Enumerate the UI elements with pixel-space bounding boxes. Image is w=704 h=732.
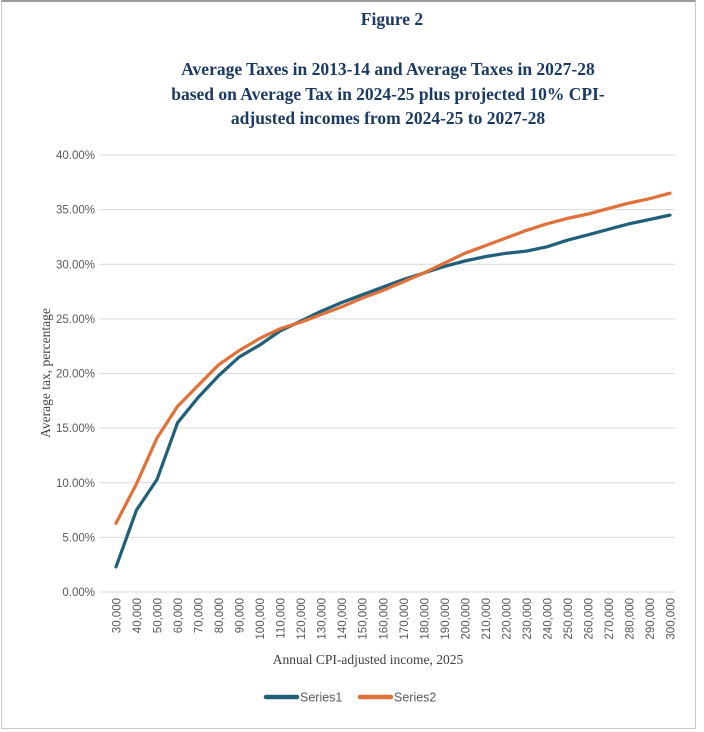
- x-tick-label: 50,000: [153, 598, 165, 633]
- x-tick-label: 190,000: [440, 598, 452, 640]
- chart-title-line-2: based on Average Tax in 2024-25 plus pro…: [171, 83, 605, 104]
- y-tick-label: 15.00%: [56, 423, 95, 435]
- y-tick-label: 20.00%: [56, 369, 95, 381]
- x-tick-label: 40,000: [132, 598, 144, 633]
- x-tick-label: 300,000: [666, 598, 678, 640]
- x-tick-label: 80,000: [214, 598, 226, 633]
- legend-label-series2: Series2: [394, 691, 436, 705]
- y-tick-label: 40.00%: [56, 150, 95, 162]
- x-tick-label: 110,000: [276, 598, 288, 639]
- x-tick-label: 60,000: [173, 598, 185, 633]
- x-tick-label: 170,000: [399, 598, 411, 640]
- y-tick-label: 0.00%: [62, 587, 95, 599]
- y-tick-label: 10.00%: [56, 478, 95, 490]
- series1-line: [114, 213, 672, 569]
- y-tick-label: 5.00%: [62, 532, 95, 544]
- x-tick-label: 240,000: [542, 598, 554, 640]
- x-tick-label: 230,000: [522, 598, 534, 640]
- x-axis-title: Annual CPI-adjusted income, 2025: [273, 652, 464, 667]
- x-tick-label: 290,000: [645, 598, 657, 640]
- chart-title-line-1: Average Taxes in 2013-14 and Average Tax…: [181, 59, 595, 79]
- x-tick-label: 180,000: [419, 598, 431, 640]
- x-tick-label: 220,000: [501, 598, 513, 640]
- x-tick-label: 280,000: [625, 598, 637, 640]
- figure-label: Figure 2: [360, 9, 424, 29]
- y-axis-tick-labels: 0.00% 5.00% 10.00% 15.00% 20.00% 25.00% 30.00%…: [56, 150, 95, 599]
- gridlines: [99, 154, 675, 593]
- x-tick-label: 270,000: [604, 598, 616, 640]
- x-tick-label: 150,000: [358, 598, 370, 640]
- x-tick-label: 130,000: [317, 598, 329, 640]
- x-tick-label: 30,000: [112, 598, 124, 633]
- y-tick-label: 25.00%: [56, 314, 95, 326]
- x-tick-label: 160,000: [378, 598, 390, 640]
- x-tick-label: 90,000: [235, 598, 247, 633]
- x-tick-label: 210,000: [481, 598, 493, 640]
- y-tick-label: 35.00%: [56, 205, 95, 217]
- x-tick-label: 200,000: [460, 598, 472, 640]
- legend-label-series1: Series1: [300, 691, 342, 705]
- x-tick-label: 250,000: [563, 598, 575, 640]
- chart-plot: 0.00% 5.00% 10.00% 15.00% 20.00% 25.00% 30.00%…: [38, 150, 678, 705]
- x-tick-label: 100,000: [255, 598, 267, 640]
- series2-line: [114, 191, 672, 525]
- x-tick-label: 260,000: [583, 598, 595, 640]
- series-lines: [114, 191, 672, 569]
- x-tick-label: 70,000: [194, 598, 206, 633]
- y-tick-label: 30.00%: [56, 259, 95, 271]
- legend: Series1 Series2: [263, 691, 436, 705]
- y-axis-title: Average tax, percentage: [38, 308, 53, 438]
- x-tick-label: 140,000: [337, 598, 349, 640]
- x-axis-tick-labels: 30,000 40,000 50,000 60,000 70,000 80,000 90,0…: [112, 598, 678, 640]
- chart-title-line-3: adjusted incomes from 2024-25 to 2027-28: [230, 108, 546, 128]
- chart-title: Average Taxes in 2013-14 and Average Tax…: [80, 57, 696, 131]
- x-tick-label: 120,000: [296, 598, 308, 640]
